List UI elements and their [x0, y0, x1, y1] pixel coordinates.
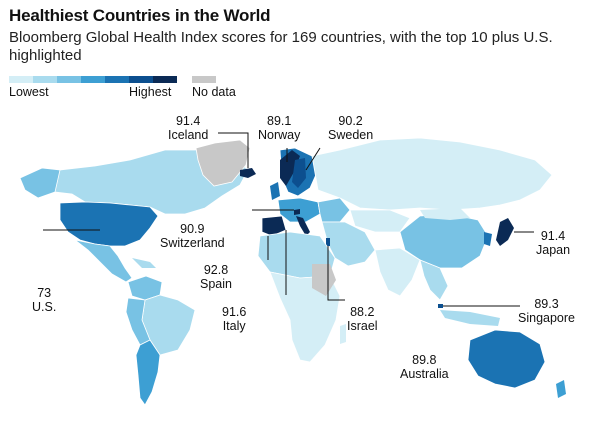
score-israel: 88.2 — [350, 305, 375, 319]
legend-high-label: Highest — [129, 85, 172, 99]
name-switzerland: Switzerland — [160, 236, 225, 250]
sweden-leader — [305, 147, 321, 171]
name-spain: Spain — [200, 277, 232, 291]
legend-swatch-2 — [33, 76, 57, 83]
southeast-asia-region — [419, 259, 449, 301]
sweden-highlight — [292, 158, 306, 188]
score-switzerland: 90.9 — [180, 222, 205, 236]
label-israel: 88.2 Israel — [347, 305, 378, 333]
legend-low-label: Lowest — [9, 85, 49, 99]
score-iceland: 91.4 — [175, 114, 201, 128]
legend-nodata-label: No data — [192, 85, 236, 99]
label-switzerland: 90.9 Switzerland — [160, 222, 225, 250]
score-norway: 89.1 — [267, 114, 292, 128]
legend: Lowest Highest No data — [9, 76, 309, 100]
leader-lines — [43, 132, 534, 307]
russia-region — [311, 137, 553, 211]
us-region — [59, 201, 159, 247]
chart-title: Healthiest Countries in the World — [9, 6, 271, 25]
spain-region — [261, 215, 287, 237]
indonesia-region — [440, 310, 500, 326]
greenland-region — [195, 139, 251, 187]
caribbean-region — [132, 258, 156, 268]
iceland-leader — [218, 132, 249, 168]
iceland-region — [240, 168, 256, 178]
name-sweden: Sweden — [328, 128, 374, 142]
mongolia-region — [420, 208, 470, 220]
legend-swatch-6 — [129, 76, 153, 83]
alaska-region — [19, 167, 61, 199]
new-zealand-region — [556, 380, 566, 398]
legend-swatch-7 — [153, 76, 177, 83]
label-singapore: 89.3 Singapore — [518, 297, 575, 325]
eastern-europe-region — [317, 197, 351, 223]
nodata-africa-region — [312, 264, 336, 296]
name-italy: Italy — [222, 319, 246, 333]
score-sweden: 90.2 — [338, 114, 363, 128]
italy-region — [296, 216, 310, 236]
name-norway: Norway — [258, 128, 301, 142]
chart-subtitle: Bloomberg Global Health Index scores for… — [9, 29, 553, 64]
uk-region — [270, 182, 280, 200]
switzerland-highlight — [294, 209, 300, 215]
score-japan: 91.4 — [540, 229, 566, 243]
name-japan: Japan — [536, 243, 571, 257]
label-australia: 89.8 Australia — [400, 353, 449, 381]
madagascar-region — [340, 324, 346, 344]
label-iceland: 91.4 Iceland — [168, 114, 208, 142]
label-sweden: 90.2 Sweden — [328, 114, 373, 142]
score-singapore: 89.3 — [534, 297, 559, 311]
middle-east-region — [321, 221, 376, 267]
score-us: 73 — [37, 286, 52, 300]
name-iceland: Iceland — [168, 128, 209, 142]
japan-region — [496, 218, 514, 246]
norway-highlight — [280, 150, 300, 186]
legend-swatch-1 — [9, 76, 33, 83]
label-spain: 92.8 Spain — [200, 263, 232, 291]
score-italy: 91.6 — [222, 305, 247, 319]
name-israel: Israel — [347, 319, 378, 333]
score-spain: 92.8 — [203, 263, 229, 277]
name-us: U.S. — [32, 300, 57, 314]
legend-swatch-4 — [81, 76, 105, 83]
india-region — [374, 247, 421, 297]
name-australia: Australia — [400, 367, 449, 381]
singapore-highlight — [438, 304, 443, 308]
legend-swatch-3 — [57, 76, 81, 83]
label-norway: 89.1 Norway — [258, 114, 300, 142]
label-japan: 91.4 Japan — [536, 229, 570, 257]
argentina-chile-region — [135, 339, 161, 406]
name-singapore: Singapore — [518, 311, 575, 325]
legend-swatch-5 — [105, 76, 129, 83]
korea-region — [484, 232, 492, 246]
label-us: 73 U.S. — [32, 286, 56, 314]
mexico-region — [74, 239, 133, 283]
label-italy: 91.6 Italy — [222, 305, 246, 333]
legend-swatch-nodata — [192, 76, 216, 83]
score-australia: 89.8 — [412, 353, 437, 367]
israel-leader — [327, 246, 345, 301]
israel-highlight — [326, 238, 330, 246]
australia-region — [467, 329, 546, 389]
